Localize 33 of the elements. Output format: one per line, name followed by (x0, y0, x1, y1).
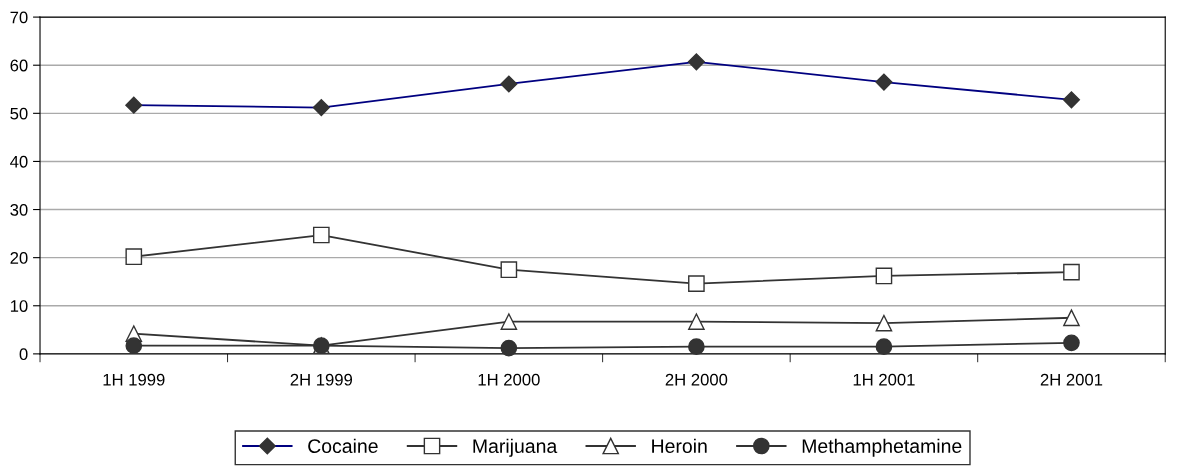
point (125, 248, 143, 266)
point (1063, 263, 1080, 281)
point (500, 339, 518, 357)
point (688, 275, 705, 292)
y-tick-label: 0 (19, 348, 28, 361)
point (500, 313, 518, 330)
point (688, 338, 705, 355)
x-tick-label: 1H 1999 (103, 373, 165, 386)
x-tick-label: 2H 2001 (1040, 373, 1103, 386)
y-tick-label: 10 (10, 300, 28, 312)
legend-label: Methamphetamine (802, 438, 962, 457)
y-tick-label: 30 (10, 203, 28, 216)
x-tick-label: 1H 2001 (853, 373, 915, 386)
legend-label: Cocaine (308, 438, 378, 454)
point (875, 267, 893, 285)
y-tick-label: 20 (10, 252, 28, 264)
point (500, 261, 518, 279)
x-tick-label: 1H 2000 (478, 373, 540, 386)
y-tick-label: 50 (10, 107, 28, 120)
point (875, 338, 893, 355)
point (688, 313, 705, 330)
legend-label: Marijuana (473, 438, 558, 457)
y-tick-label: 60 (10, 59, 28, 72)
point (1063, 309, 1080, 327)
y-tick-label: 40 (10, 155, 28, 168)
point (125, 337, 143, 355)
x-tick-label: 2H 1999 (290, 373, 353, 386)
point (312, 226, 330, 244)
y-tick-label: 70 (10, 11, 28, 24)
legend-label: Heroin (652, 438, 707, 454)
point (875, 314, 893, 332)
x-tick-label: 2H 2000 (665, 373, 728, 386)
point (1063, 334, 1080, 352)
